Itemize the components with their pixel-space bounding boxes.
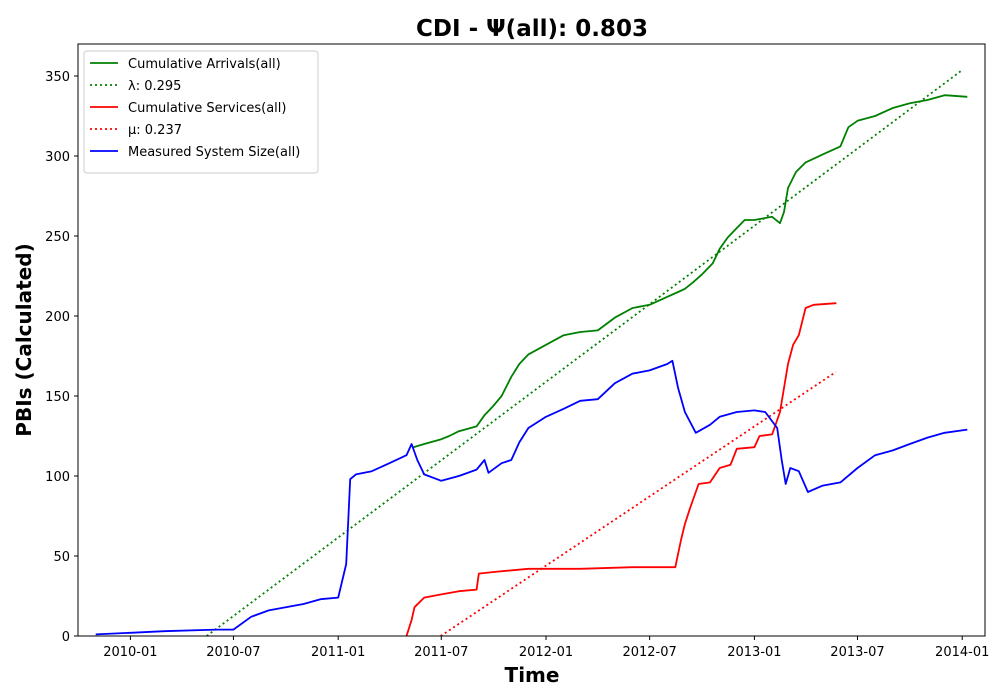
x-tick-label: 2010-07 [206,645,260,660]
x-tick-label: 2012-01 [519,645,573,660]
y-axis-title: PBIs (Calculated) [12,243,36,436]
plot-area [77,43,986,637]
legend-box [83,50,319,174]
legend-label: λ: 0.295 [128,79,181,94]
x-tick-label: 2014-01 [935,645,989,660]
chart-title: CDI - Ψ(all): 0.803 [416,16,648,42]
y-tick-label: 50 [53,550,70,565]
y-tick-label: 200 [45,310,70,325]
legend-label: Cumulative Services(all) [128,101,286,116]
legend: Cumulative Arrivals(all) λ: 0.295 Cumulati… [83,50,319,174]
x-tick-label: 2013-01 [727,645,781,660]
legend-label: Cumulative Arrivals(all) [128,57,281,72]
y-tick-label: 300 [45,150,70,165]
x-tick-label: 2012-07 [622,645,676,660]
x-tick-label: 2010-01 [103,645,157,660]
x-axis-title: Time [505,663,560,687]
legend-label: μ: 0.237 [128,123,182,138]
y-axis: 0 50 100 150 200 250 300 350 [45,70,78,645]
x-tick-label: 2011-01 [311,645,365,660]
y-tick-label: 0 [62,630,70,645]
x-tick-label: 2011-07 [414,645,468,660]
series-line-4 [95,359,968,636]
series-line-2 [405,302,837,636]
y-tick-label: 250 [45,230,70,245]
series-line-3 [440,371,837,636]
x-axis: 2010-01 2010-07 2011-01 2011-07 2012-01 2012-… [103,636,989,660]
series-line-1 [206,68,964,636]
y-tick-label: 150 [45,390,70,405]
y-tick-label: 100 [45,470,70,485]
plot-frame [77,43,986,637]
series-group [95,68,968,636]
series-line-0 [413,94,968,449]
legend-label: Measured System Size(all) [128,145,300,160]
x-tick-label: 2013-07 [830,645,884,660]
y-tick-label: 350 [45,70,70,85]
